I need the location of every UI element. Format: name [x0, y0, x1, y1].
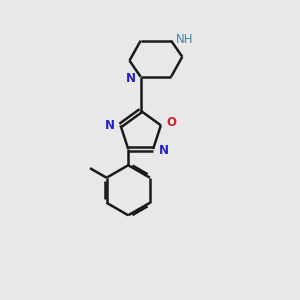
Text: NH: NH	[176, 33, 193, 46]
Text: N: N	[158, 144, 169, 157]
Text: N: N	[125, 72, 135, 85]
Text: N: N	[105, 119, 115, 132]
Text: O: O	[166, 116, 176, 130]
